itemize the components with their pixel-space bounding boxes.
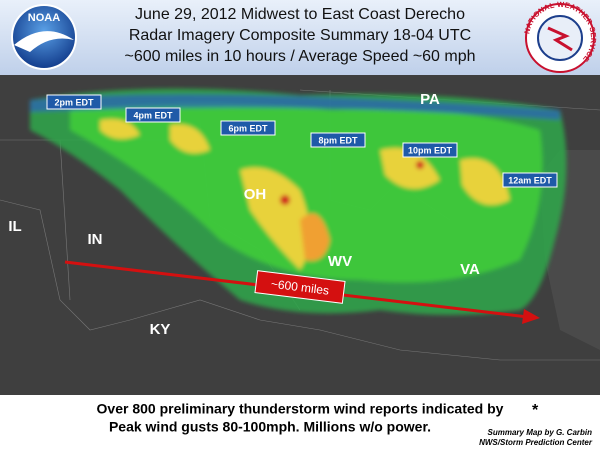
title-line: ~600 miles in 10 hours / Average Speed ~… [124,48,475,65]
state-label: OH [244,186,267,203]
time-box [220,120,276,136]
time-box [402,142,458,158]
noaa-text: NOAA [28,12,60,24]
header-bg [0,0,600,75]
state-label: IN [88,231,103,248]
credit: NWS/Storm Prediction Center [479,438,593,447]
state-label: WV [328,253,352,270]
time-label: 12am EDT [508,175,552,185]
noaa-logo: NOAA [11,4,77,70]
state-label: PA [420,91,440,108]
time-label: 4pm EDT [133,110,173,120]
time-label: 8pm EDT [318,135,358,145]
state-label: KY [150,321,171,338]
map: PA OH IN IL WV VA KY 2pm EDT 4pm EDT 6pm EDT 8pm … [0,75,600,395]
state-label: VA [460,261,480,278]
nws-logo: NATIONAL WEATHER SERVICE [522,0,598,73]
time-box [46,94,102,110]
header-text: June 29, 2012 Midwest to East Coast Dere… [124,6,475,65]
footer-line: Peak wind gusts 80-100mph. Millions w/o … [109,419,431,435]
path-arrow: ~600 miles [64,260,540,324]
time-box [125,107,181,123]
time-label: 2pm EDT [54,97,94,107]
state-label: IL [8,218,21,235]
time-box [502,172,558,188]
footer-bg [0,395,600,450]
footer-line: Over 800 preliminary thunderstorm wind r… [97,401,504,417]
title-line: Radar Imagery Composite Summary 18-04 UT… [129,27,471,44]
time-label: 10pm EDT [408,145,453,155]
footer-symbol: * [532,402,539,419]
time-box [310,132,366,148]
credit: Summary Map by G. Carbin [488,428,593,437]
title-line: June 29, 2012 Midwest to East Coast Dere… [135,6,465,23]
time-label: 6pm EDT [228,123,268,133]
